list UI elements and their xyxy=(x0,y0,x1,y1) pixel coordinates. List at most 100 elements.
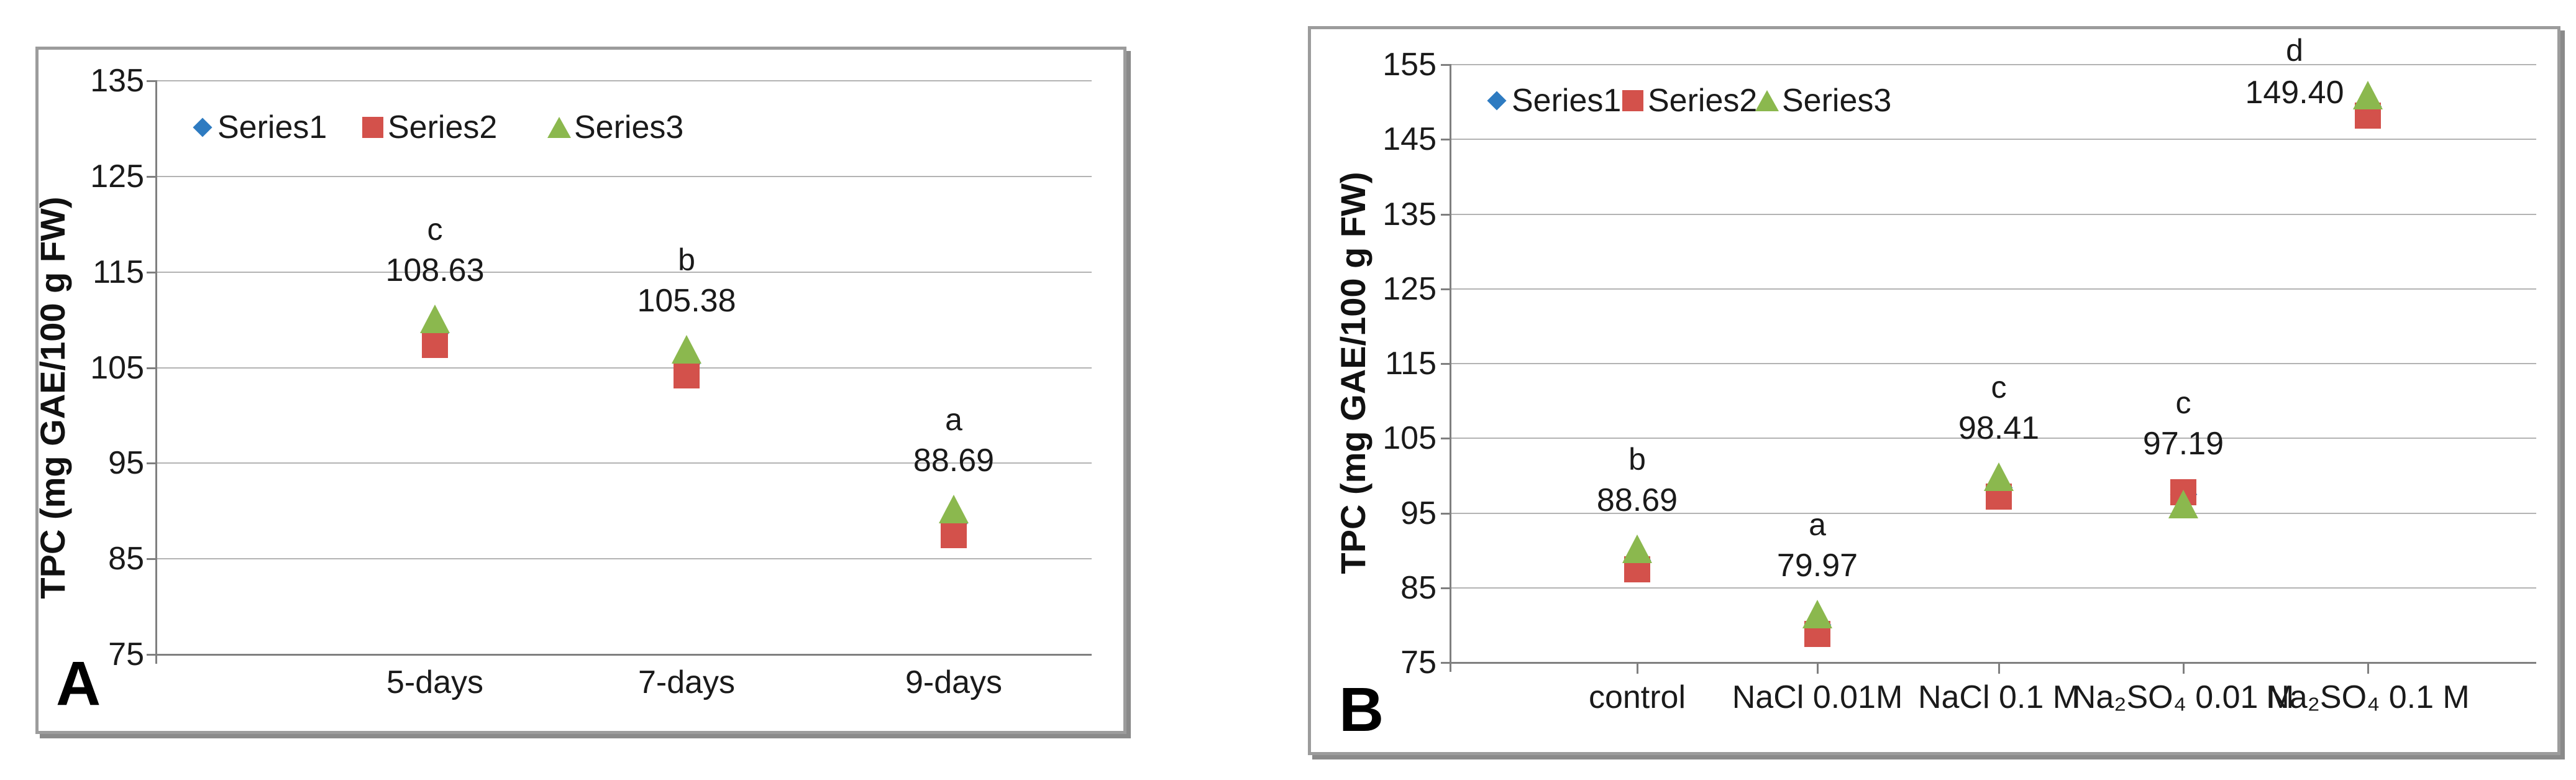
gridline xyxy=(1451,587,2536,589)
legend-label-series1: Series1 xyxy=(217,109,327,145)
y-tick xyxy=(1441,64,1451,66)
category-label: 9-days xyxy=(905,664,1003,700)
gridline xyxy=(157,558,1092,559)
y-tick-label: 105 xyxy=(1382,420,1436,456)
marker-series3-triangle xyxy=(672,335,701,364)
marker-series3-triangle xyxy=(1984,462,2014,491)
y-tick xyxy=(1441,662,1451,664)
marker-series2-square xyxy=(674,362,700,388)
point-letter-label: c xyxy=(2175,385,2191,420)
point-value-label: 88.69 xyxy=(913,443,995,479)
legend-label-series2: Series2 xyxy=(388,109,498,145)
y-tick-label: 125 xyxy=(90,158,144,195)
point-letter-label: b xyxy=(678,242,695,277)
legend-marker-square-icon xyxy=(362,117,383,138)
marker-series3-triangle xyxy=(2353,81,2383,109)
marker-series3-triangle xyxy=(1802,600,1832,628)
y-tick-label: 75 xyxy=(1400,645,1436,681)
y-tick-label: 145 xyxy=(1382,121,1436,157)
legend-marker-triangle-icon xyxy=(547,117,571,138)
y-tick-label: 155 xyxy=(1382,47,1436,83)
point-value-label: 79.97 xyxy=(1776,548,1858,584)
y-tick-label: 135 xyxy=(90,63,144,99)
y-tick xyxy=(1441,214,1451,216)
y-axis-title: TPC (mg GAE/100 g FW) xyxy=(33,196,72,599)
corner-label-a: A xyxy=(56,649,101,718)
marker-series3-triangle xyxy=(2168,490,2198,518)
y-tick xyxy=(1441,513,1451,515)
y-tick xyxy=(147,558,157,560)
x-axis-line xyxy=(1451,662,2536,664)
point-value-label: 105.38 xyxy=(637,283,736,319)
category-label: NaCl 0.1 M xyxy=(1917,679,2080,715)
y-tick xyxy=(147,176,157,178)
y-tick-label: 105 xyxy=(90,350,144,386)
point-letter-label: c xyxy=(427,212,443,247)
gridline xyxy=(1451,513,2536,514)
gridline xyxy=(1451,288,2536,290)
category-label: NaCl 0.01M xyxy=(1732,679,1903,715)
y-axis-title: TPC (mg GAE/100 g FW) xyxy=(1333,172,1372,574)
y-tick xyxy=(1441,139,1451,140)
y-tick-label: 115 xyxy=(1385,346,1436,382)
point-letter-label: a xyxy=(945,402,962,437)
y-tick-label: 135 xyxy=(1382,196,1436,232)
gridline xyxy=(157,367,1092,369)
point-letter-label: d xyxy=(2286,33,2303,68)
marker-series2-square xyxy=(941,522,967,548)
point-value-label: 88.69 xyxy=(1596,482,1678,518)
point-letter-label: c xyxy=(1991,370,2007,405)
gridline xyxy=(1451,438,2536,439)
y-tick xyxy=(147,80,157,82)
y-tick xyxy=(1441,363,1451,365)
point-value-label: 108.63 xyxy=(385,252,485,288)
y-tick xyxy=(1441,288,1451,290)
y-axis-line xyxy=(155,80,157,664)
gridline xyxy=(157,272,1092,273)
legend-label-series2: Series2 xyxy=(1648,83,1758,119)
category-label: control xyxy=(1588,679,1686,715)
category-label: 5-days xyxy=(386,664,484,700)
category-label: Na₂SO₄ 0.1 M xyxy=(2266,679,2470,715)
gridline xyxy=(157,80,1092,81)
y-tick-label: 75 xyxy=(108,636,144,672)
y-tick xyxy=(147,462,157,464)
x-axis-line xyxy=(157,654,1092,656)
y-tick-label: 125 xyxy=(1382,271,1436,307)
x-tick xyxy=(1637,664,1638,674)
y-tick xyxy=(1441,438,1451,439)
y-tick xyxy=(147,272,157,273)
y-tick xyxy=(1441,587,1451,589)
marker-series3-triangle xyxy=(939,495,969,523)
point-value-label: 97.19 xyxy=(2142,426,2224,462)
legend-marker-triangle-icon xyxy=(1755,90,1779,111)
y-tick-label: 85 xyxy=(108,541,144,577)
point-letter-label: a xyxy=(1809,507,1826,542)
x-tick xyxy=(1998,664,2000,674)
marker-series3-triangle xyxy=(1622,535,1652,563)
y-tick-label: 115 xyxy=(93,254,144,290)
point-value-label: 98.41 xyxy=(1958,410,2040,446)
point-value-label: 149.40 xyxy=(2245,75,2344,111)
gridline xyxy=(1451,214,2536,215)
gridline xyxy=(157,176,1092,177)
point-letter-label: b xyxy=(1628,442,1646,477)
y-tick-label: 85 xyxy=(1400,570,1436,606)
legend-label-series1: Series1 xyxy=(1512,83,1622,119)
panel-b-frame xyxy=(1308,26,2560,755)
category-label: 7-days xyxy=(637,664,736,700)
legend-label-series3: Series3 xyxy=(1782,83,1892,119)
y-axis-line xyxy=(1450,64,1451,672)
y-tick xyxy=(147,654,157,656)
gridline xyxy=(157,462,1092,464)
corner-label-b: B xyxy=(1339,675,1384,745)
y-tick xyxy=(147,367,157,369)
marker-series2-square xyxy=(422,332,448,358)
legend-label-series3: Series3 xyxy=(574,109,684,145)
marker-series3-triangle xyxy=(420,305,450,333)
y-tick-label: 95 xyxy=(108,445,144,481)
x-tick xyxy=(2367,664,2369,674)
panel-a-frame xyxy=(35,47,1126,734)
gridline xyxy=(1451,139,2536,140)
